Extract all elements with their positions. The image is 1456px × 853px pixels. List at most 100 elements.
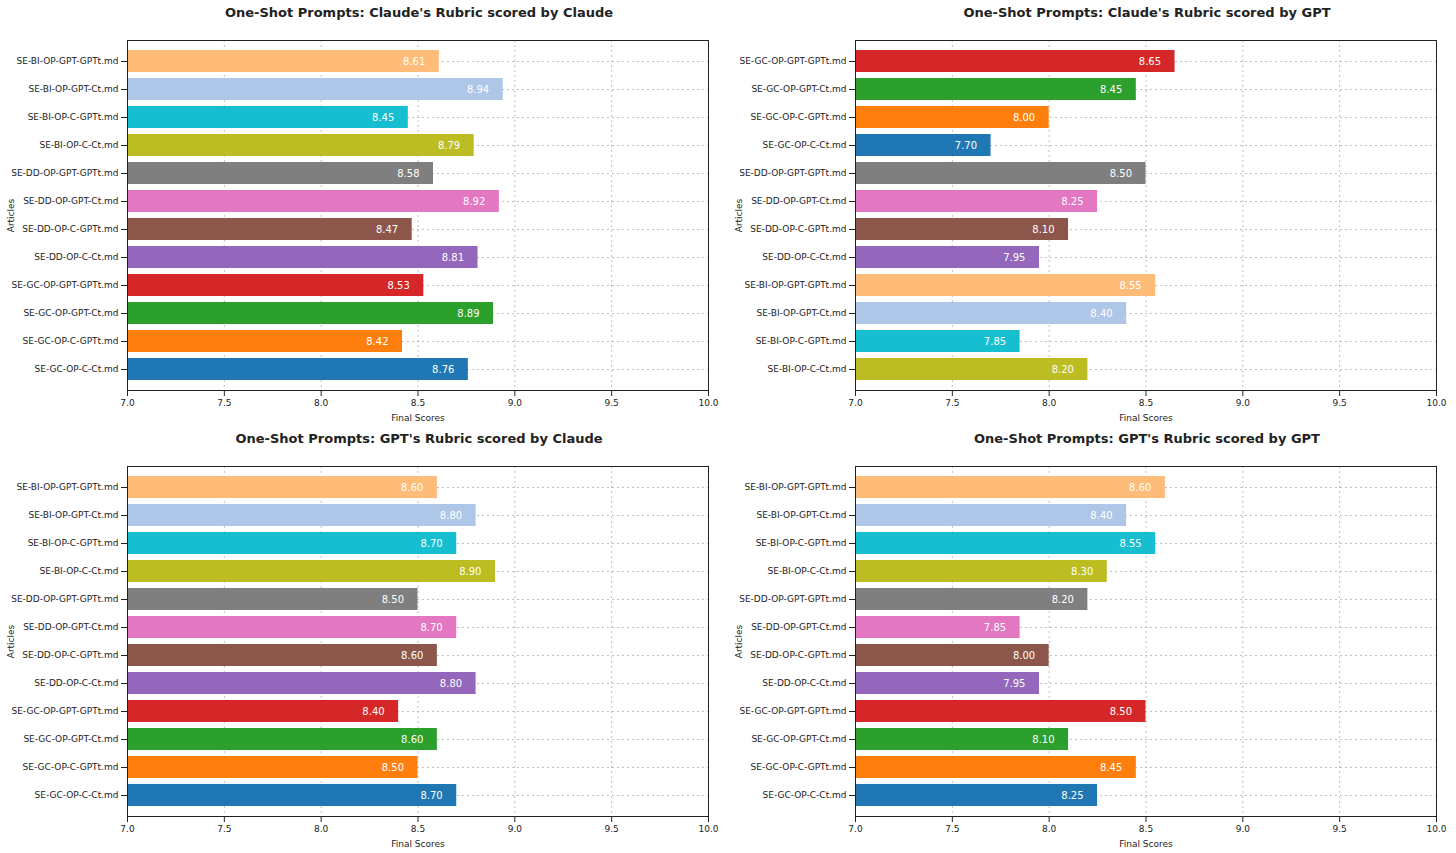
svg-text:7.95: 7.95 <box>1003 252 1025 263</box>
svg-text:9.5: 9.5 <box>1333 398 1347 408</box>
svg-text:8.45: 8.45 <box>1100 84 1122 95</box>
svg-text:8.50: 8.50 <box>1110 168 1132 179</box>
svg-text:SE-GC-OP-C-GPTt.md: SE-GC-OP-C-GPTt.md <box>23 336 119 346</box>
svg-text:8.25: 8.25 <box>1061 196 1083 207</box>
svg-text:8.00: 8.00 <box>1013 650 1035 661</box>
svg-text:SE-BI-OP-GPT-GPTt.md: SE-BI-OP-GPT-GPTt.md <box>17 482 119 492</box>
svg-text:Articles: Articles <box>6 624 16 658</box>
svg-text:SE-DD-OP-C-GPTt.md: SE-DD-OP-C-GPTt.md <box>22 650 118 660</box>
svg-text:Articles: Articles <box>6 198 16 232</box>
svg-text:SE-DD-OP-C-GPTt.md: SE-DD-OP-C-GPTt.md <box>22 224 118 234</box>
svg-text:SE-GC-OP-GPT-Ct.md: SE-GC-OP-GPT-Ct.md <box>23 308 118 318</box>
svg-text:SE-BI-OP-C-Ct.md: SE-BI-OP-C-Ct.md <box>40 140 119 150</box>
svg-text:10.0: 10.0 <box>1426 824 1446 834</box>
svg-text:7.5: 7.5 <box>945 824 959 834</box>
svg-text:SE-GC-OP-GPT-Ct.md: SE-GC-OP-GPT-Ct.md <box>751 734 846 744</box>
svg-text:7.0: 7.0 <box>120 824 135 834</box>
svg-text:9.0: 9.0 <box>1236 398 1251 408</box>
svg-text:SE-DD-OP-GPT-GPTt.md: SE-DD-OP-GPT-GPTt.md <box>739 168 846 178</box>
svg-text:8.5: 8.5 <box>411 824 425 834</box>
svg-text:9.5: 9.5 <box>605 398 619 408</box>
svg-text:SE-DD-OP-GPT-GPTt.md: SE-DD-OP-GPT-GPTt.md <box>11 168 118 178</box>
svg-text:8.80: 8.80 <box>440 510 462 521</box>
svg-text:SE-DD-OP-GPT-Ct.md: SE-DD-OP-GPT-Ct.md <box>23 622 118 632</box>
svg-text:8.20: 8.20 <box>1052 364 1074 375</box>
svg-text:8.0: 8.0 <box>314 824 329 834</box>
svg-text:8.50: 8.50 <box>382 594 404 605</box>
svg-text:10.0: 10.0 <box>698 824 718 834</box>
svg-text:SE-GC-OP-C-GPTt.md: SE-GC-OP-C-GPTt.md <box>751 112 847 122</box>
svg-text:SE-DD-OP-GPT-Ct.md: SE-DD-OP-GPT-Ct.md <box>751 196 846 206</box>
svg-text:8.65: 8.65 <box>1139 56 1161 67</box>
svg-text:Final Scores: Final Scores <box>1119 413 1173 423</box>
svg-text:SE-BI-OP-C-GPTt.md: SE-BI-OP-C-GPTt.md <box>28 538 119 548</box>
svg-text:SE-DD-OP-GPT-Ct.md: SE-DD-OP-GPT-Ct.md <box>23 196 118 206</box>
svg-text:8.90: 8.90 <box>459 566 481 577</box>
svg-text:SE-GC-OP-GPT-GPTt.md: SE-GC-OP-GPT-GPTt.md <box>11 706 118 716</box>
svg-text:SE-BI-OP-GPT-Ct.md: SE-BI-OP-GPT-Ct.md <box>28 510 118 520</box>
svg-text:8.58: 8.58 <box>397 168 419 179</box>
svg-text:10.0: 10.0 <box>698 398 718 408</box>
svg-text:8.80: 8.80 <box>440 678 462 689</box>
svg-text:8.50: 8.50 <box>1110 706 1132 717</box>
svg-text:SE-DD-OP-C-GPTt.md: SE-DD-OP-C-GPTt.md <box>750 650 846 660</box>
svg-text:SE-BI-OP-C-Ct.md: SE-BI-OP-C-Ct.md <box>768 566 847 576</box>
svg-text:8.92: 8.92 <box>463 196 485 207</box>
svg-text:10.0: 10.0 <box>1426 398 1446 408</box>
svg-text:9.5: 9.5 <box>605 824 619 834</box>
svg-text:8.94: 8.94 <box>467 84 489 95</box>
svg-text:SE-BI-OP-C-GPTt.md: SE-BI-OP-C-GPTt.md <box>28 112 119 122</box>
svg-text:8.60: 8.60 <box>401 734 423 745</box>
svg-text:SE-BI-OP-GPT-Ct.md: SE-BI-OP-GPT-Ct.md <box>28 84 118 94</box>
svg-text:8.45: 8.45 <box>1100 762 1122 773</box>
svg-text:8.70: 8.70 <box>420 790 442 801</box>
svg-text:8.5: 8.5 <box>1139 824 1153 834</box>
svg-text:SE-BI-OP-GPT-GPTt.md: SE-BI-OP-GPT-GPTt.md <box>745 280 847 290</box>
svg-text:SE-DD-OP-GPT-GPTt.md: SE-DD-OP-GPT-GPTt.md <box>11 594 118 604</box>
svg-text:8.60: 8.60 <box>401 650 423 661</box>
svg-text:8.00: 8.00 <box>1013 112 1035 123</box>
svg-text:Final Scores: Final Scores <box>391 413 445 423</box>
svg-text:8.55: 8.55 <box>1119 538 1141 549</box>
svg-text:8.45: 8.45 <box>372 112 394 123</box>
svg-text:8.40: 8.40 <box>1090 510 1112 521</box>
svg-text:8.47: 8.47 <box>376 224 398 235</box>
svg-text:8.76: 8.76 <box>432 364 454 375</box>
svg-text:7.0: 7.0 <box>848 824 863 834</box>
svg-text:SE-GC-OP-GPT-Ct.md: SE-GC-OP-GPT-Ct.md <box>751 84 846 94</box>
svg-text:8.40: 8.40 <box>362 706 384 717</box>
svg-text:8.89: 8.89 <box>457 308 479 319</box>
svg-text:SE-GC-OP-C-Ct.md: SE-GC-OP-C-Ct.md <box>35 790 119 800</box>
svg-text:SE-DD-OP-GPT-Ct.md: SE-DD-OP-GPT-Ct.md <box>751 622 846 632</box>
svg-text:9.5: 9.5 <box>1333 824 1347 834</box>
svg-text:SE-DD-OP-C-Ct.md: SE-DD-OP-C-Ct.md <box>762 678 846 688</box>
svg-text:8.60: 8.60 <box>1129 482 1151 493</box>
svg-text:SE-GC-OP-C-Ct.md: SE-GC-OP-C-Ct.md <box>763 790 847 800</box>
svg-text:7.5: 7.5 <box>217 398 231 408</box>
svg-text:8.10: 8.10 <box>1032 734 1054 745</box>
svg-text:8.70: 8.70 <box>420 538 442 549</box>
svg-text:Final Scores: Final Scores <box>391 839 445 849</box>
svg-text:7.0: 7.0 <box>120 398 135 408</box>
svg-text:8.10: 8.10 <box>1032 224 1054 235</box>
svg-text:Articles: Articles <box>734 198 744 232</box>
svg-text:8.5: 8.5 <box>1139 398 1153 408</box>
svg-text:9.0: 9.0 <box>508 398 523 408</box>
svg-text:8.60: 8.60 <box>401 482 423 493</box>
svg-text:SE-BI-OP-GPT-GPTt.md: SE-BI-OP-GPT-GPTt.md <box>745 482 847 492</box>
svg-text:SE-BI-OP-C-GPTt.md: SE-BI-OP-C-GPTt.md <box>756 336 847 346</box>
svg-text:7.85: 7.85 <box>984 336 1006 347</box>
svg-text:7.95: 7.95 <box>1003 678 1025 689</box>
svg-text:8.61: 8.61 <box>403 56 425 67</box>
svg-text:SE-GC-OP-C-GPTt.md: SE-GC-OP-C-GPTt.md <box>751 762 847 772</box>
svg-text:8.53: 8.53 <box>388 280 410 291</box>
svg-text:8.30: 8.30 <box>1071 566 1093 577</box>
svg-text:7.85: 7.85 <box>984 622 1006 633</box>
svg-text:8.81: 8.81 <box>442 252 464 263</box>
svg-text:SE-DD-OP-C-GPTt.md: SE-DD-OP-C-GPTt.md <box>750 224 846 234</box>
svg-text:8.5: 8.5 <box>411 398 425 408</box>
svg-text:8.70: 8.70 <box>420 622 442 633</box>
svg-text:Articles: Articles <box>734 624 744 658</box>
svg-text:SE-BI-OP-GPT-Ct.md: SE-BI-OP-GPT-Ct.md <box>756 308 846 318</box>
svg-text:SE-GC-OP-C-Ct.md: SE-GC-OP-C-Ct.md <box>763 140 847 150</box>
